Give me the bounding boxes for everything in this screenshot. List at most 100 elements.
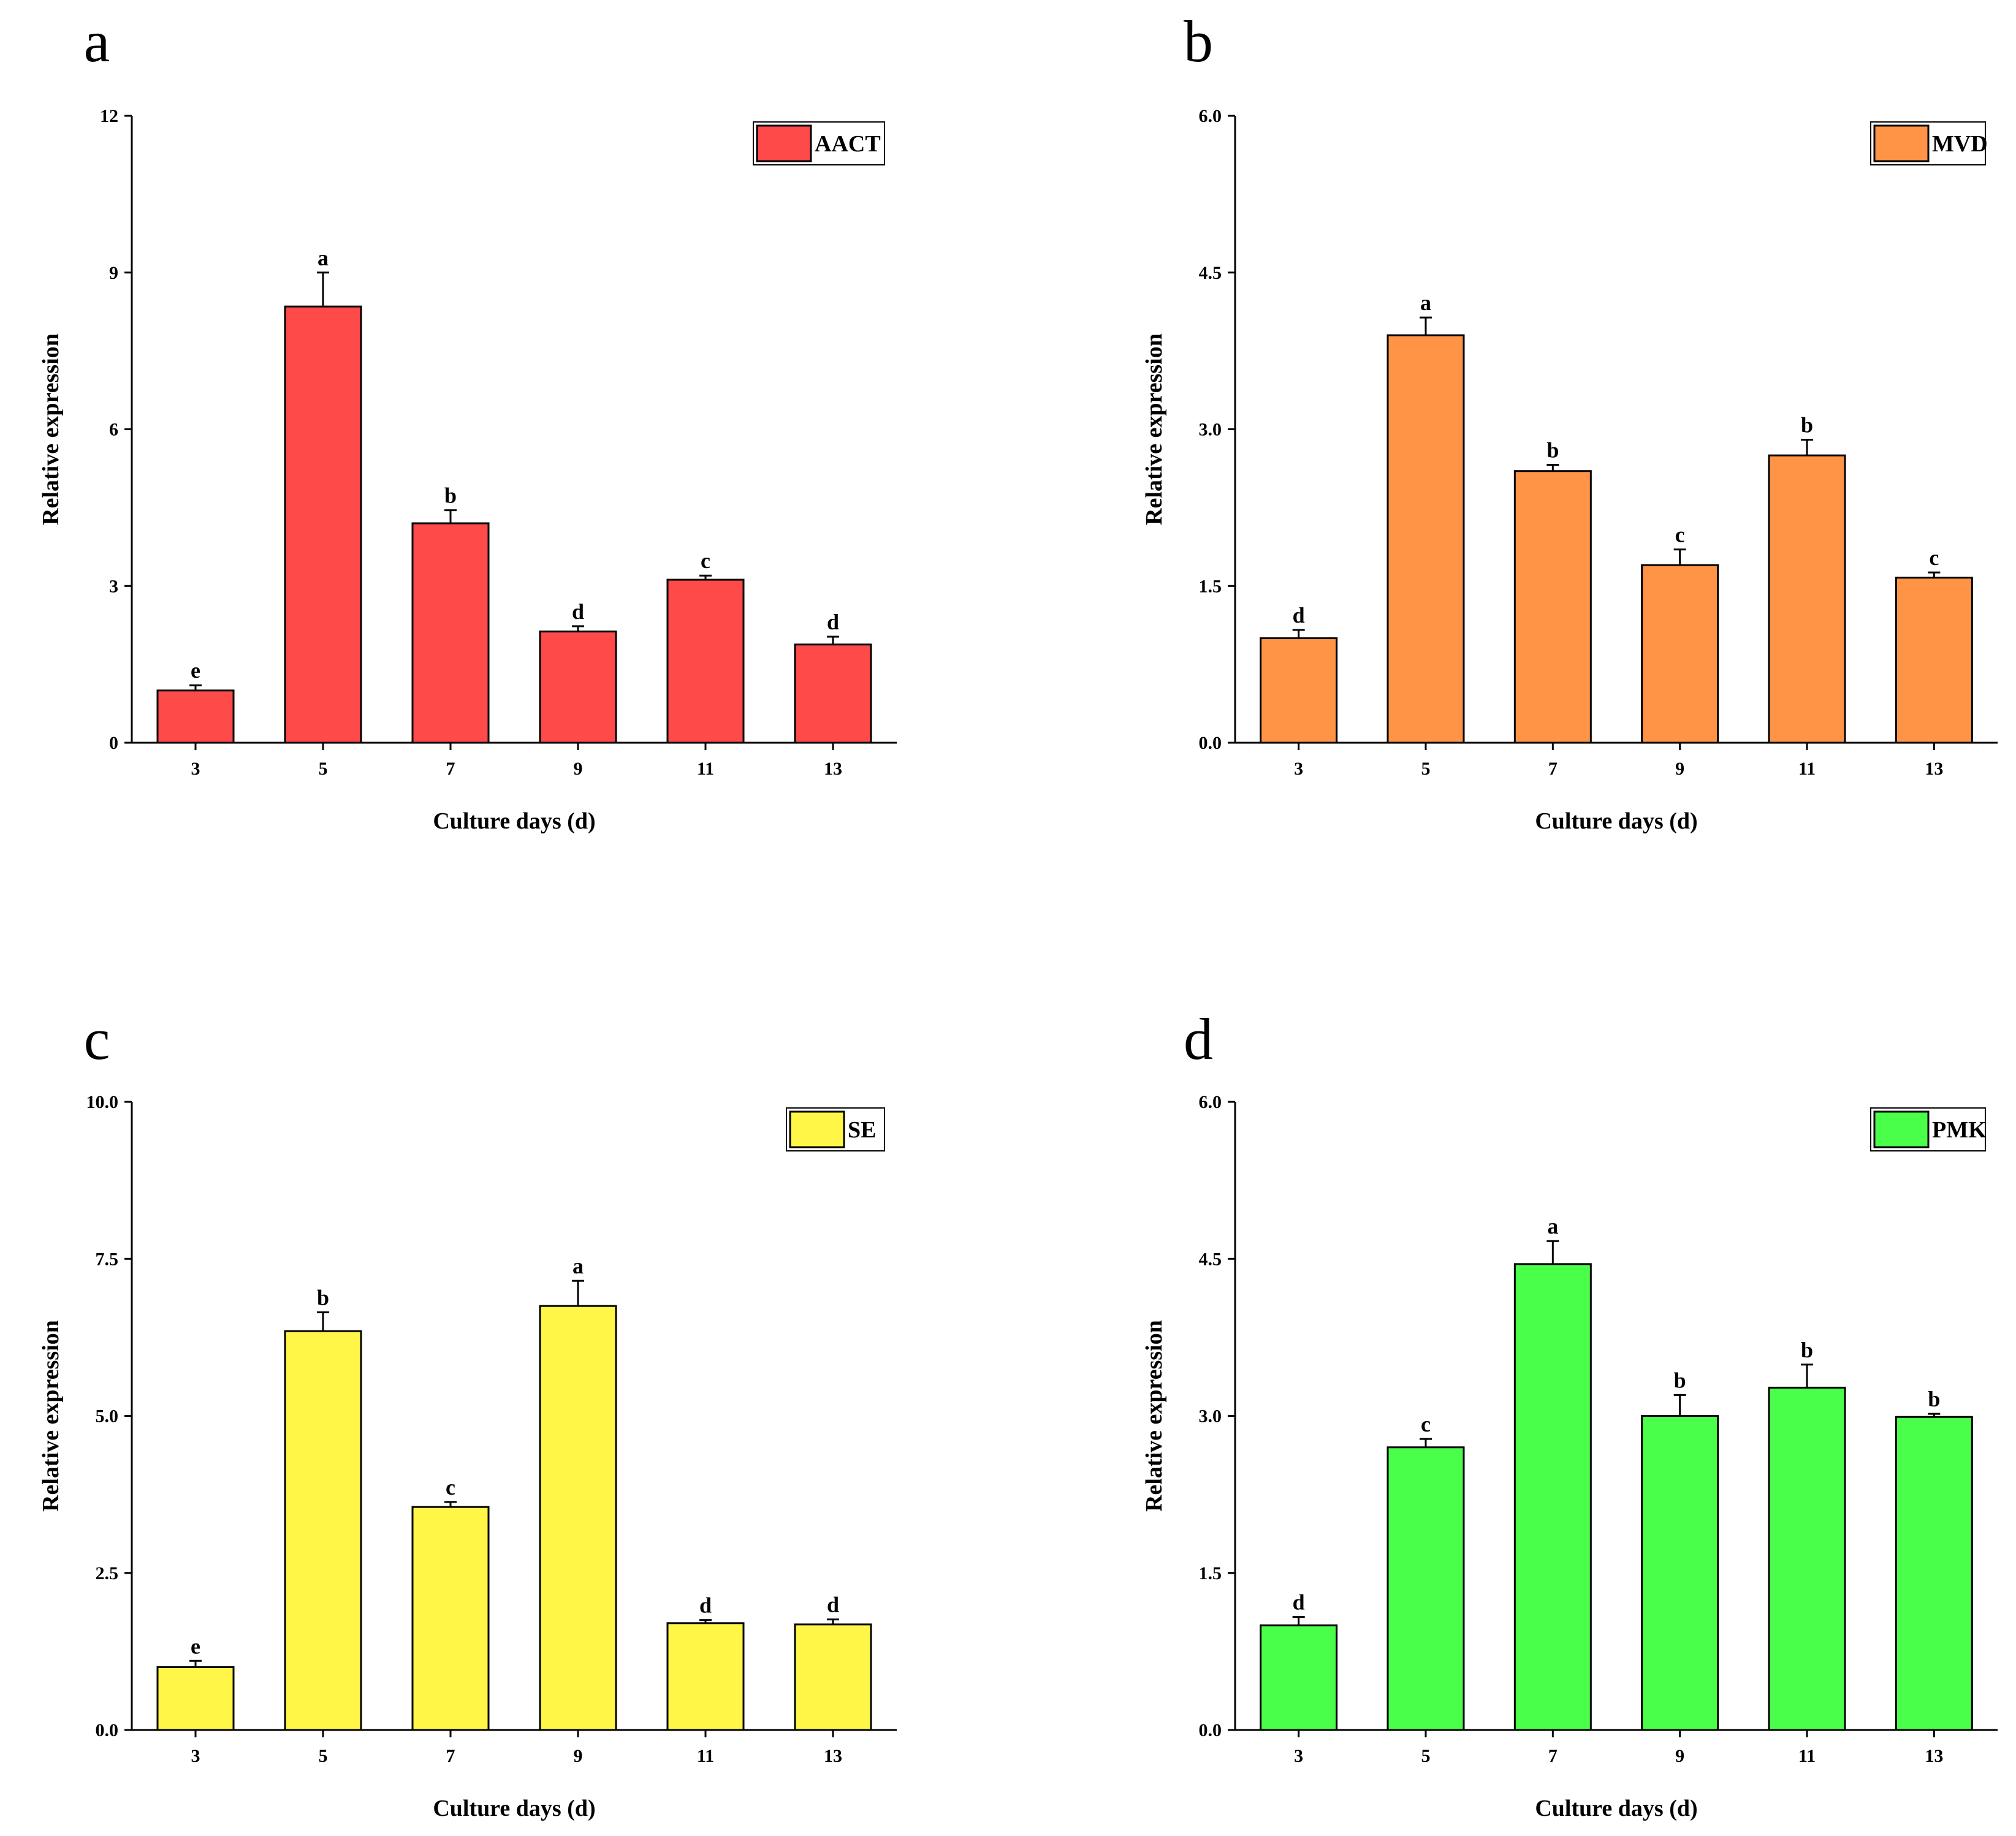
y-tick-label: 6.0	[1199, 106, 1222, 126]
bar	[1386, 334, 1465, 744]
significance-letter: d	[827, 1593, 839, 1617]
x-axis-title: Culture days (d)	[1535, 1796, 1697, 1821]
y-axis-title: Relative expression	[38, 1320, 64, 1512]
legend-label: PMK	[1932, 1117, 1987, 1143]
bar	[539, 630, 617, 744]
significance-letter: b	[1801, 1338, 1813, 1362]
x-axis-title: Culture days (d)	[433, 808, 595, 834]
y-tick-label: 12	[100, 106, 118, 126]
x-tick-label: 13	[1925, 1746, 1943, 1766]
bar	[666, 1622, 745, 1731]
significance-letter: d	[572, 599, 584, 624]
bar	[1641, 1415, 1719, 1731]
legend-label: AACT	[815, 131, 881, 157]
significance-letter: e	[191, 658, 200, 683]
bar	[411, 1506, 490, 1731]
y-tick-label: 3	[109, 576, 118, 596]
legend-swatch	[1873, 124, 1930, 162]
legend: MVD	[1870, 121, 1988, 165]
bar	[1513, 470, 1592, 744]
significance-letter: b	[1674, 1368, 1686, 1392]
y-tick-label: 5.0	[96, 1406, 119, 1427]
y-tick-label: 6	[109, 420, 118, 440]
significance-letter: b	[317, 1285, 329, 1310]
x-tick-label: 9	[574, 1746, 583, 1766]
y-axis-title: Relative expression	[1141, 1320, 1167, 1512]
y-tick-label: 2.5	[96, 1563, 119, 1584]
y-axis-title: Relative expression	[1141, 333, 1167, 525]
bar	[1768, 1386, 1846, 1731]
significance-letter: c	[446, 1475, 455, 1500]
chart-panel-b: b 0.0 1.5 3.0 4.5 6.0 d 3 a 5 b 7 c 9 b 11 c 13 Culture da…	[1141, 9, 1998, 834]
x-tick-label: 9	[1675, 1746, 1684, 1766]
y-tick-label: 9	[109, 263, 118, 283]
x-tick-label: 7	[1548, 1746, 1558, 1766]
significance-letter: b	[1801, 413, 1813, 438]
y-tick-label: 10.0	[86, 1092, 119, 1112]
x-tick-label: 11	[1798, 1746, 1816, 1766]
x-tick-label: 3	[191, 759, 200, 779]
x-tick-label: 3	[1294, 759, 1303, 779]
significance-letter: a	[572, 1254, 584, 1278]
legend-swatch	[789, 1110, 845, 1148]
bar	[539, 1305, 617, 1731]
significance-letter: e	[191, 1634, 200, 1658]
y-tick-label: 4.5	[1199, 1249, 1222, 1269]
significance-letter: b	[1928, 1387, 1940, 1411]
significance-letter: c	[1675, 523, 1685, 547]
legend-swatch	[1873, 1110, 1930, 1148]
panel-letter: d	[1184, 1006, 1213, 1072]
x-tick-label: 3	[1294, 1746, 1303, 1766]
y-tick-label: 6.0	[1199, 1092, 1222, 1112]
y-tick-label: 4.5	[1199, 263, 1222, 283]
y-tick-label: 0.0	[1199, 1720, 1222, 1740]
legend-swatch	[756, 124, 812, 162]
significance-letter: a	[1547, 1214, 1558, 1239]
x-tick-label: 7	[446, 1746, 455, 1766]
legend-label: SE	[848, 1117, 876, 1143]
bar	[284, 305, 362, 744]
y-tick-label: 0.0	[96, 1720, 119, 1740]
bar	[794, 1623, 872, 1731]
x-tick-label: 11	[697, 759, 714, 779]
significance-letter: d	[699, 1593, 712, 1618]
legend-label: MVD	[1932, 131, 1988, 157]
x-tick-label: 9	[574, 759, 583, 779]
x-tick-label: 13	[824, 1746, 842, 1766]
bar	[666, 578, 745, 744]
bar	[1260, 637, 1338, 744]
legend: SE	[786, 1107, 885, 1151]
significance-letter: b	[1546, 438, 1559, 462]
significance-letter: d	[1293, 603, 1305, 628]
significance-letter: d	[827, 610, 839, 634]
x-tick-label: 3	[191, 1746, 200, 1766]
bar	[1513, 1263, 1592, 1731]
x-tick-label: 11	[1798, 759, 1816, 779]
significance-letter: d	[1293, 1590, 1305, 1615]
panel-letter: b	[1184, 9, 1213, 74]
y-tick-label: 1.5	[1199, 1563, 1222, 1584]
y-tick-label: 3.0	[1199, 1406, 1222, 1427]
y-tick-label: 7.5	[96, 1249, 119, 1269]
x-axis-title: Culture days (d)	[433, 1796, 595, 1821]
x-tick-label: 13	[1925, 759, 1943, 779]
panel-letter: c	[84, 1006, 110, 1072]
chart-panel-c: c 0.0 2.5 5.0 7.5 10.0 e 3 b 5 c 7 a 9 d 11 d 13 Culture d…	[38, 1006, 897, 1821]
x-tick-label: 5	[1421, 759, 1431, 779]
bar	[1641, 564, 1719, 744]
bar	[1768, 454, 1846, 744]
bar	[156, 689, 235, 744]
legend: PMK	[1870, 1107, 1987, 1151]
y-axis-title: Relative expression	[38, 333, 64, 525]
bar	[1260, 1624, 1338, 1731]
x-tick-label: 5	[319, 1746, 328, 1766]
bar	[1895, 577, 1973, 744]
bar	[284, 1330, 362, 1731]
x-axis-title: Culture days (d)	[1535, 808, 1697, 834]
y-tick-label: 0.0	[1199, 733, 1222, 753]
panel-letter: a	[84, 9, 110, 74]
x-tick-label: 11	[697, 1746, 714, 1766]
chart-panel-a: a 0 3 6 9 12 e 3 a 5 b 7 d 9 c 11 d 13 Culture days (d) Rel…	[38, 9, 897, 834]
significance-letter: c	[701, 548, 710, 573]
